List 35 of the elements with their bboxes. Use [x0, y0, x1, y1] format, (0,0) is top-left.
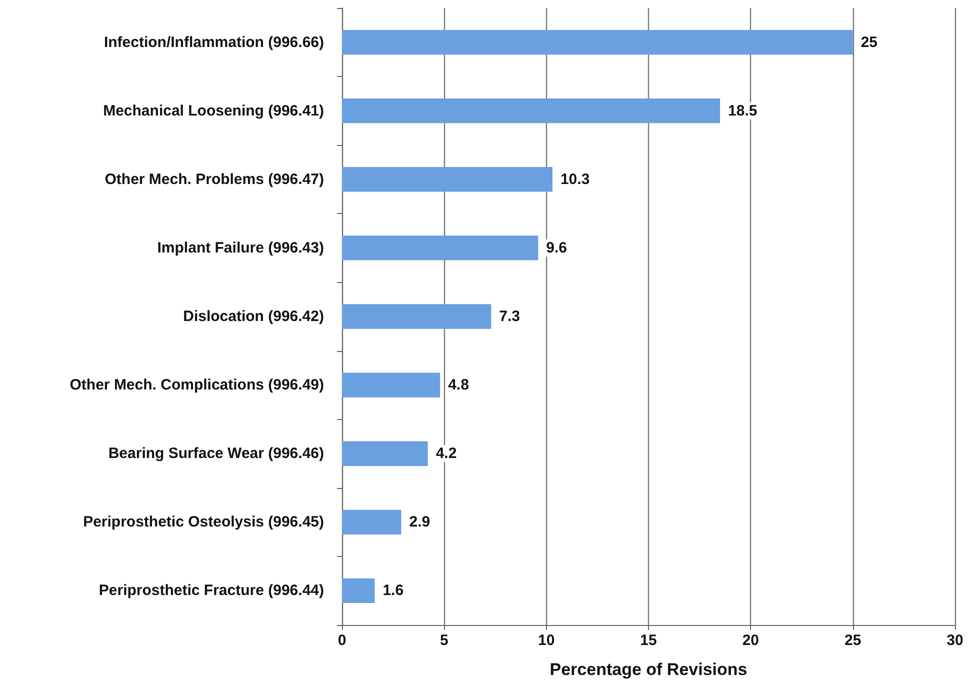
- data-label: 7.3: [499, 308, 520, 325]
- y-tick-label: Mechanical Loosening (996.41): [103, 102, 324, 120]
- x-tick-label: 25: [844, 632, 862, 649]
- data-label: 18.5: [728, 102, 758, 120]
- x-axis-title: Percentage of Revisions: [550, 660, 748, 679]
- bar: [342, 510, 402, 535]
- bar: [342, 578, 375, 604]
- y-tick-label: Other Mech. Complications (996.49): [70, 376, 324, 394]
- x-tick-label: 5: [440, 632, 448, 649]
- bar: [342, 304, 492, 329]
- bar: [342, 372, 440, 398]
- bar: [342, 167, 552, 192]
- y-tick-label: Dislocation (996.42): [183, 308, 324, 325]
- x-tick-label: 30: [946, 632, 964, 649]
- bar: [342, 98, 720, 124]
- bar: [342, 441, 428, 466]
- data-label: 25: [860, 34, 878, 51]
- y-tick-label: Implant Failure (996.43): [157, 239, 324, 256]
- data-label: 1.6: [382, 582, 404, 600]
- y-tick-label: Other Mech. Problems (996.47): [104, 170, 324, 188]
- bar: [342, 236, 538, 260]
- x-tick-label: 10: [538, 632, 555, 649]
- x-tick-label: 20: [742, 632, 760, 649]
- x-tick-label: 0: [338, 632, 346, 649]
- data-label: 4.8: [448, 376, 469, 394]
- data-label: 4.2: [436, 445, 457, 462]
- data-label: 10.3: [560, 170, 590, 188]
- data-label: 9.6: [546, 239, 568, 256]
- bar: [342, 30, 853, 55]
- y-tick-label: Infection/Inflammation (996.66): [104, 34, 324, 51]
- y-tick-label: Bearing Surface Wear (996.46): [108, 445, 324, 462]
- y-tick-label: Periprosthetic Fracture (996.44): [98, 582, 324, 600]
- y-tick-label: Periprosthetic Osteolysis (996.45): [83, 514, 324, 531]
- x-tick-label: 15: [640, 632, 657, 649]
- data-label: 2.9: [409, 514, 430, 531]
